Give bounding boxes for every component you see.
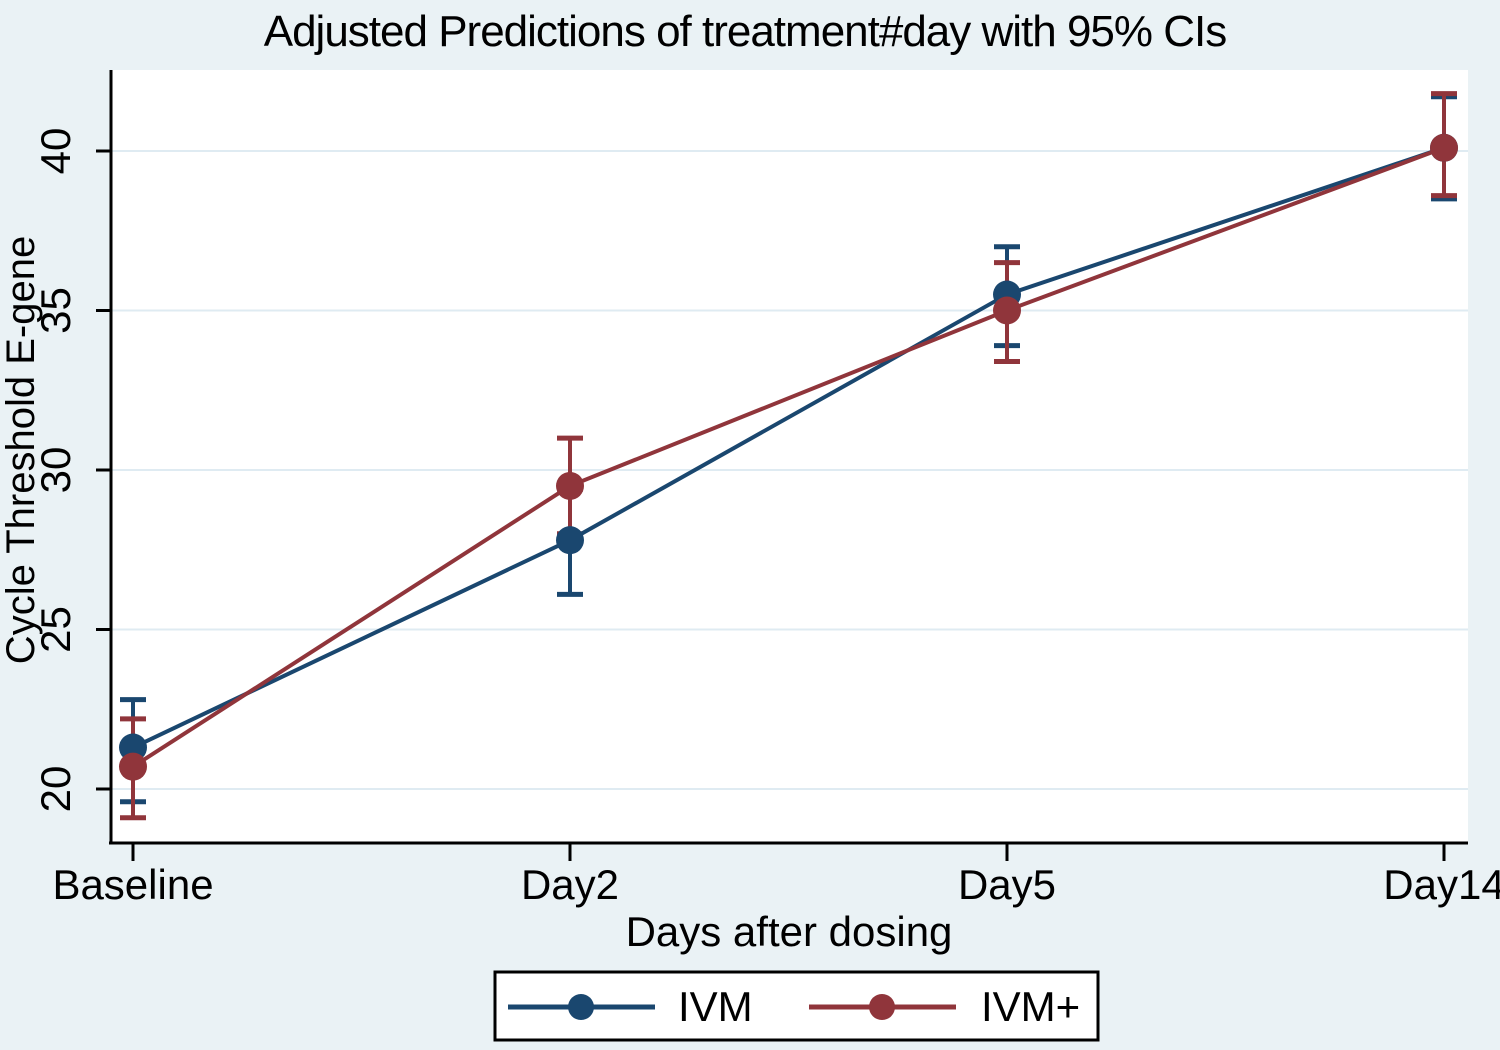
legend-label-ivm: IVM+ (981, 983, 1080, 1030)
y-axis-title: Cycle Threshold E-gene (0, 236, 43, 664)
x-axis-title: Days after dosing (626, 908, 953, 955)
x-tick-label: Baseline (52, 861, 213, 908)
chart-title: Adjusted Predictions of treatment#day wi… (264, 7, 1227, 56)
y-tick-label: 35 (32, 287, 79, 334)
ivm-marker-day14 (1430, 133, 1458, 162)
ivm-marker-baseline (119, 733, 147, 762)
y-tick-label: 25 (32, 606, 79, 653)
plot-area (111, 70, 1468, 843)
x-tick-label: Day5 (958, 861, 1056, 908)
ivm-marker-day5 (993, 296, 1021, 325)
y-tick-label: 40 (32, 128, 79, 175)
ivm-series-line (131, 145, 1445, 769)
legend-label-ivm: IVM (678, 983, 753, 1030)
x-tick-label: Day14 (1383, 861, 1500, 908)
legend-marker-ivm (869, 994, 895, 1020)
x-tick-label: Day2 (521, 861, 619, 908)
y-tick-label: 30 (32, 447, 79, 494)
ivm-marker-baseline (119, 752, 147, 781)
y-tick-label: 20 (32, 766, 79, 813)
legend-marker-ivm (568, 994, 594, 1020)
ivm-marker-day2 (556, 471, 584, 500)
ivm-series-line (132, 145, 1445, 750)
ivm-marker-day2 (556, 526, 584, 555)
